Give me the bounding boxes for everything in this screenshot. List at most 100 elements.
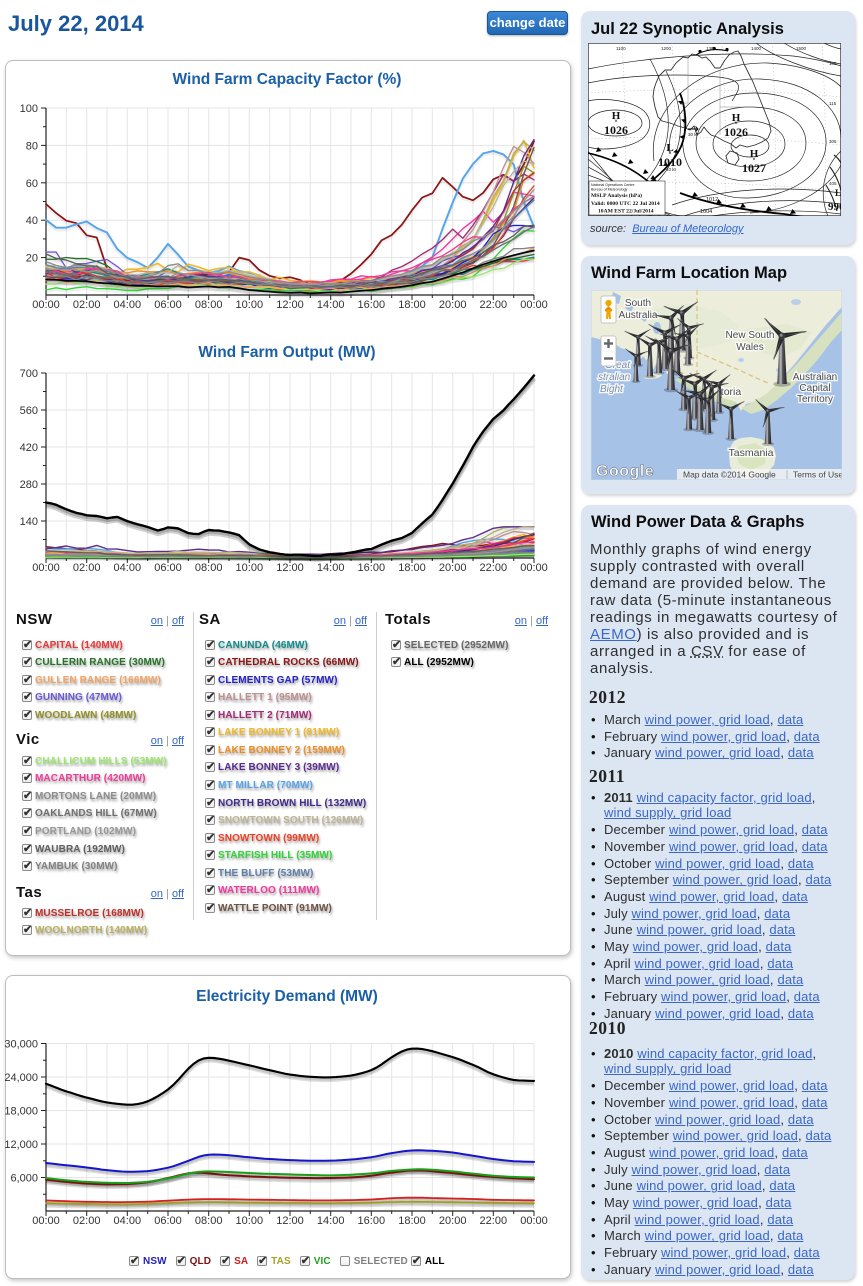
svg-text:10:00: 10:00 — [236, 299, 264, 311]
svg-text:80: 80 — [26, 140, 38, 152]
svg-text:18,000: 18,000 — [4, 1106, 38, 1118]
svg-text:20:00: 20:00 — [439, 1215, 467, 1227]
svg-text:115: 115 — [829, 101, 837, 106]
svg-text:toria: toria — [721, 386, 742, 398]
svg-text:Capital: Capital — [799, 383, 830, 394]
svg-text:South: South — [625, 298, 651, 309]
svg-text:1004: 1004 — [700, 209, 712, 215]
svg-text:280: 280 — [20, 479, 38, 491]
svg-text:Bight: Bight — [600, 384, 624, 395]
svg-text:18:00: 18:00 — [398, 562, 426, 574]
svg-text:02:00: 02:00 — [73, 562, 101, 574]
svg-text:stralian: stralian — [598, 372, 631, 383]
svg-text:02:00: 02:00 — [73, 1215, 101, 1227]
svg-text:14:00: 14:00 — [317, 1215, 345, 1227]
svg-text:20:00: 20:00 — [439, 562, 467, 574]
svg-text:Terms of Use: Terms of Use — [793, 470, 842, 480]
svg-text:Wales: Wales — [736, 342, 763, 353]
svg-text:1010: 1010 — [658, 155, 682, 169]
svg-text:30,000: 30,000 — [4, 1039, 38, 1051]
svg-text:02:00: 02:00 — [73, 299, 101, 311]
svg-text:100: 100 — [20, 103, 38, 115]
svg-text:MSLP Analysis (hPa): MSLP Analysis (hPa) — [591, 192, 642, 199]
svg-text:L: L — [835, 188, 841, 198]
svg-text:04:00: 04:00 — [114, 299, 142, 311]
svg-text:New South: New South — [726, 330, 775, 341]
svg-text:Bureau of Meteorology: Bureau of Meteorology — [591, 188, 628, 192]
svg-text:16:00: 16:00 — [358, 562, 386, 574]
svg-text:08:00: 08:00 — [195, 1215, 223, 1227]
svg-text:20: 20 — [26, 253, 38, 265]
svg-text:24,000: 24,000 — [4, 1072, 38, 1084]
svg-text:20:00: 20:00 — [439, 299, 467, 311]
svg-text:22:00: 22:00 — [480, 562, 508, 574]
svg-text:Wales: Wales — [736, 342, 763, 353]
svg-text:30 kt: 30 kt — [688, 132, 699, 137]
svg-text:08:00: 08:00 — [195, 299, 223, 311]
svg-text:1500: 1500 — [796, 46, 807, 51]
svg-text:H: H — [732, 112, 741, 124]
svg-text:04:00: 04:00 — [114, 562, 142, 574]
svg-text:1027: 1027 — [742, 161, 766, 175]
svg-text:Australian: Australian — [793, 372, 837, 383]
svg-text:10AM EST 22/Jul/2014: 10AM EST 22/Jul/2014 — [598, 209, 654, 215]
svg-text:00:00: 00:00 — [32, 562, 60, 574]
svg-text:L: L — [666, 142, 673, 154]
svg-text:00:00: 00:00 — [520, 562, 548, 574]
svg-text:40: 40 — [26, 215, 38, 227]
svg-text:Australia: Australia — [619, 310, 658, 321]
svg-text:08:00: 08:00 — [195, 562, 223, 574]
svg-text:00:00: 00:00 — [520, 299, 548, 311]
svg-text:1012: 1012 — [706, 197, 718, 203]
svg-text:stralian: stralian — [598, 372, 631, 383]
svg-text:00:00: 00:00 — [32, 299, 60, 311]
svg-text:14:00: 14:00 — [317, 562, 345, 574]
svg-text:Google: Google — [596, 463, 654, 480]
svg-text:Valid: 0000 UTC 22 Jul 2014: Valid: 0000 UTC 22 Jul 2014 — [591, 201, 660, 207]
svg-text:×: × — [734, 121, 738, 127]
svg-text:1400: 1400 — [751, 46, 762, 51]
svg-text:National Operations Centre: National Operations Centre — [591, 183, 635, 187]
svg-text:1026: 1026 — [724, 125, 748, 139]
svg-text:6,000: 6,000 — [10, 1173, 38, 1185]
svg-text:990: 990 — [828, 201, 841, 213]
svg-text:Map data ©2014 Google: Map data ©2014 Google — [683, 470, 776, 480]
svg-text:1200: 1200 — [661, 46, 672, 51]
svg-text:12:00: 12:00 — [276, 299, 304, 311]
svg-text:700: 700 — [20, 368, 38, 380]
svg-text:60: 60 — [26, 178, 38, 190]
svg-text:12:00: 12:00 — [276, 562, 304, 574]
svg-text:10:00: 10:00 — [236, 1215, 264, 1227]
svg-text:405: 405 — [829, 181, 837, 186]
svg-text:Tasmania: Tasmania — [729, 447, 774, 459]
svg-text:10:00: 10:00 — [236, 562, 264, 574]
svg-text:×: × — [752, 157, 756, 163]
svg-text:105: 105 — [829, 61, 837, 66]
svg-text:00:00: 00:00 — [520, 1215, 548, 1227]
svg-text:06:00: 06:00 — [154, 562, 182, 574]
svg-text:×: × — [668, 151, 672, 157]
svg-text:1026: 1026 — [604, 123, 628, 137]
svg-text:Australia: Australia — [619, 310, 658, 321]
svg-text:16:00: 16:00 — [358, 299, 386, 311]
svg-text:140: 140 — [20, 516, 38, 528]
svg-text:1300: 1300 — [706, 46, 717, 51]
svg-text:18:00: 18:00 — [398, 1215, 426, 1227]
svg-text:420: 420 — [20, 442, 38, 454]
svg-text:South: South — [625, 298, 651, 309]
svg-text:Australian: Australian — [793, 372, 837, 383]
svg-text:1100: 1100 — [616, 46, 626, 51]
svg-text:00:00: 00:00 — [32, 1215, 60, 1227]
svg-text:Territory: Territory — [797, 394, 833, 405]
svg-text:22:00: 22:00 — [480, 299, 508, 311]
svg-text:12:00: 12:00 — [276, 1215, 304, 1227]
svg-text:22:00: 22:00 — [480, 1215, 508, 1227]
svg-text:18:00: 18:00 — [398, 299, 426, 311]
svg-text:04:00: 04:00 — [114, 1215, 142, 1227]
svg-text:Great: Great — [605, 360, 631, 371]
svg-text:Tasmania: Tasmania — [729, 447, 774, 459]
svg-text:06:00: 06:00 — [154, 1215, 182, 1227]
svg-text:12,000: 12,000 — [4, 1139, 38, 1151]
svg-text:40 kt: 40 kt — [666, 167, 677, 172]
svg-text:Capital: Capital — [799, 383, 830, 394]
